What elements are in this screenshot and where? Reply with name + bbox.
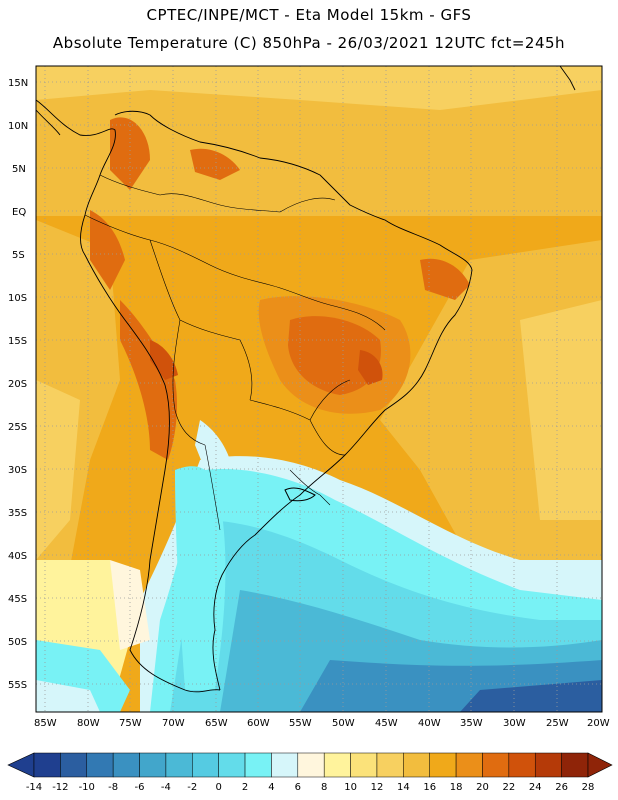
- country-borders: [84, 174, 386, 531]
- colorbar-arrow-right: [587, 752, 613, 778]
- lon-label: 60W: [247, 718, 270, 729]
- colorbar-swatch: [244, 752, 272, 778]
- lat-label: 35S: [8, 508, 27, 519]
- colorbar-tick-label: -6: [135, 782, 145, 793]
- colorbar-tick-label: 28: [582, 782, 595, 793]
- longitude-labels: 85W 80W 75W 70W 65W 60W 55W 50W 45W 40W …: [34, 718, 610, 729]
- colorbar-tick-label: -14: [26, 782, 42, 793]
- colorbar-swatch: [508, 752, 536, 778]
- lat-label: 45S: [8, 594, 27, 605]
- lon-label: 30W: [503, 718, 526, 729]
- lat-label: 30S: [8, 465, 27, 476]
- colorbar-swatch: [376, 752, 404, 778]
- colorbar-arrow-left: [7, 752, 35, 778]
- lat-label: 5S: [12, 250, 25, 261]
- colorbar-swatch: [561, 752, 589, 778]
- colorbar-swatch: [482, 752, 510, 778]
- colorbar-tick-label: 4: [268, 782, 274, 793]
- map-title-line2: Absolute Temperature (C) 850hPa - 26/03/…: [52, 34, 566, 52]
- lon-label: 65W: [205, 718, 228, 729]
- colorbar-tick-label: -4: [161, 782, 171, 793]
- colorbar-tick-label: 10: [344, 782, 357, 793]
- lon-label: 45W: [375, 718, 398, 729]
- lon-label: 20W: [587, 718, 610, 729]
- lat-label: 15S: [8, 336, 27, 347]
- lon-label: 25W: [546, 718, 569, 729]
- lon-label: 55W: [289, 718, 312, 729]
- lon-label: 50W: [332, 718, 355, 729]
- colorbar-swatch: [297, 752, 325, 778]
- colorbar-tick-label: 8: [321, 782, 327, 793]
- colorbar-tick-label: 2: [242, 782, 248, 793]
- lon-label: 85W: [34, 718, 57, 729]
- colorbar-swatch: [33, 752, 61, 778]
- colorbar-swatch: [455, 752, 483, 778]
- lon-label: 35W: [460, 718, 483, 729]
- colorbar-swatch: [429, 752, 457, 778]
- colorbar-tick-label: 22: [502, 782, 515, 793]
- colorbar: -14 -12 -10 -8 -6 -4 -2 0 2 4 6 8 10 12 14 16 18 20 22 24 26…: [7, 752, 613, 793]
- lat-label: 10N: [8, 121, 28, 132]
- colorbar-tick-label: 24: [529, 782, 542, 793]
- colorbar-swatch: [271, 752, 299, 778]
- coastline: [35, 65, 576, 693]
- lat-label: 40S: [8, 551, 27, 562]
- colorbar-tick-label: 12: [371, 782, 384, 793]
- colorbar-swatch: [323, 752, 351, 778]
- colorbar-tick-label: 26: [555, 782, 568, 793]
- lon-label: 70W: [162, 718, 185, 729]
- colorbar-tick-label: -10: [79, 782, 95, 793]
- lat-label: 55S: [8, 680, 27, 691]
- colorbar-swatch: [139, 752, 167, 778]
- colorbar-swatch: [218, 752, 246, 778]
- colorbar-tick-label: 6: [295, 782, 301, 793]
- colorbar-tick-label: 20: [476, 782, 489, 793]
- lon-label: 40W: [418, 718, 441, 729]
- river-plate: [284, 487, 316, 502]
- colorbar-swatch: [192, 752, 219, 778]
- colorbar-tick-label: 18: [450, 782, 463, 793]
- colorbar-tick-label: -12: [52, 782, 68, 793]
- colorbar-swatch: [350, 752, 378, 778]
- lat-label: 50S: [8, 637, 27, 648]
- latitude-labels: 15N 10N 5N EQ 5S 10S 15S 20S 25S 30S 35S…: [8, 78, 28, 691]
- lat-label: 10S: [8, 293, 27, 304]
- lat-label: 25S: [8, 422, 27, 433]
- colorbar-swatch: [60, 752, 88, 778]
- colorbar-swatch: [534, 752, 562, 778]
- lon-label: 75W: [119, 718, 142, 729]
- colorbar-tick-label: -8: [108, 782, 118, 793]
- lat-label: 20S: [8, 379, 27, 390]
- colorbar-swatch: [165, 752, 193, 778]
- colorbar-swatch: [403, 752, 430, 778]
- colorbar-tick-label: 16: [423, 782, 436, 793]
- colorbar-tick-label: -2: [187, 782, 197, 793]
- colorbar-swatch: [112, 752, 140, 778]
- map-frame: [35, 65, 603, 713]
- lat-label: 15N: [8, 78, 28, 89]
- temperature-field: [36, 66, 602, 712]
- lat-label: EQ: [12, 207, 26, 218]
- map-title-line1: CPTEC/INPE/MCT - Eta Model 15km - GFS: [146, 6, 472, 24]
- lat-label: 5N: [12, 164, 26, 175]
- colorbar-tick-label: 14: [397, 782, 410, 793]
- colorbar-swatch: [86, 752, 114, 778]
- colorbar-tick-label: 0: [215, 782, 221, 793]
- lon-label: 80W: [77, 718, 100, 729]
